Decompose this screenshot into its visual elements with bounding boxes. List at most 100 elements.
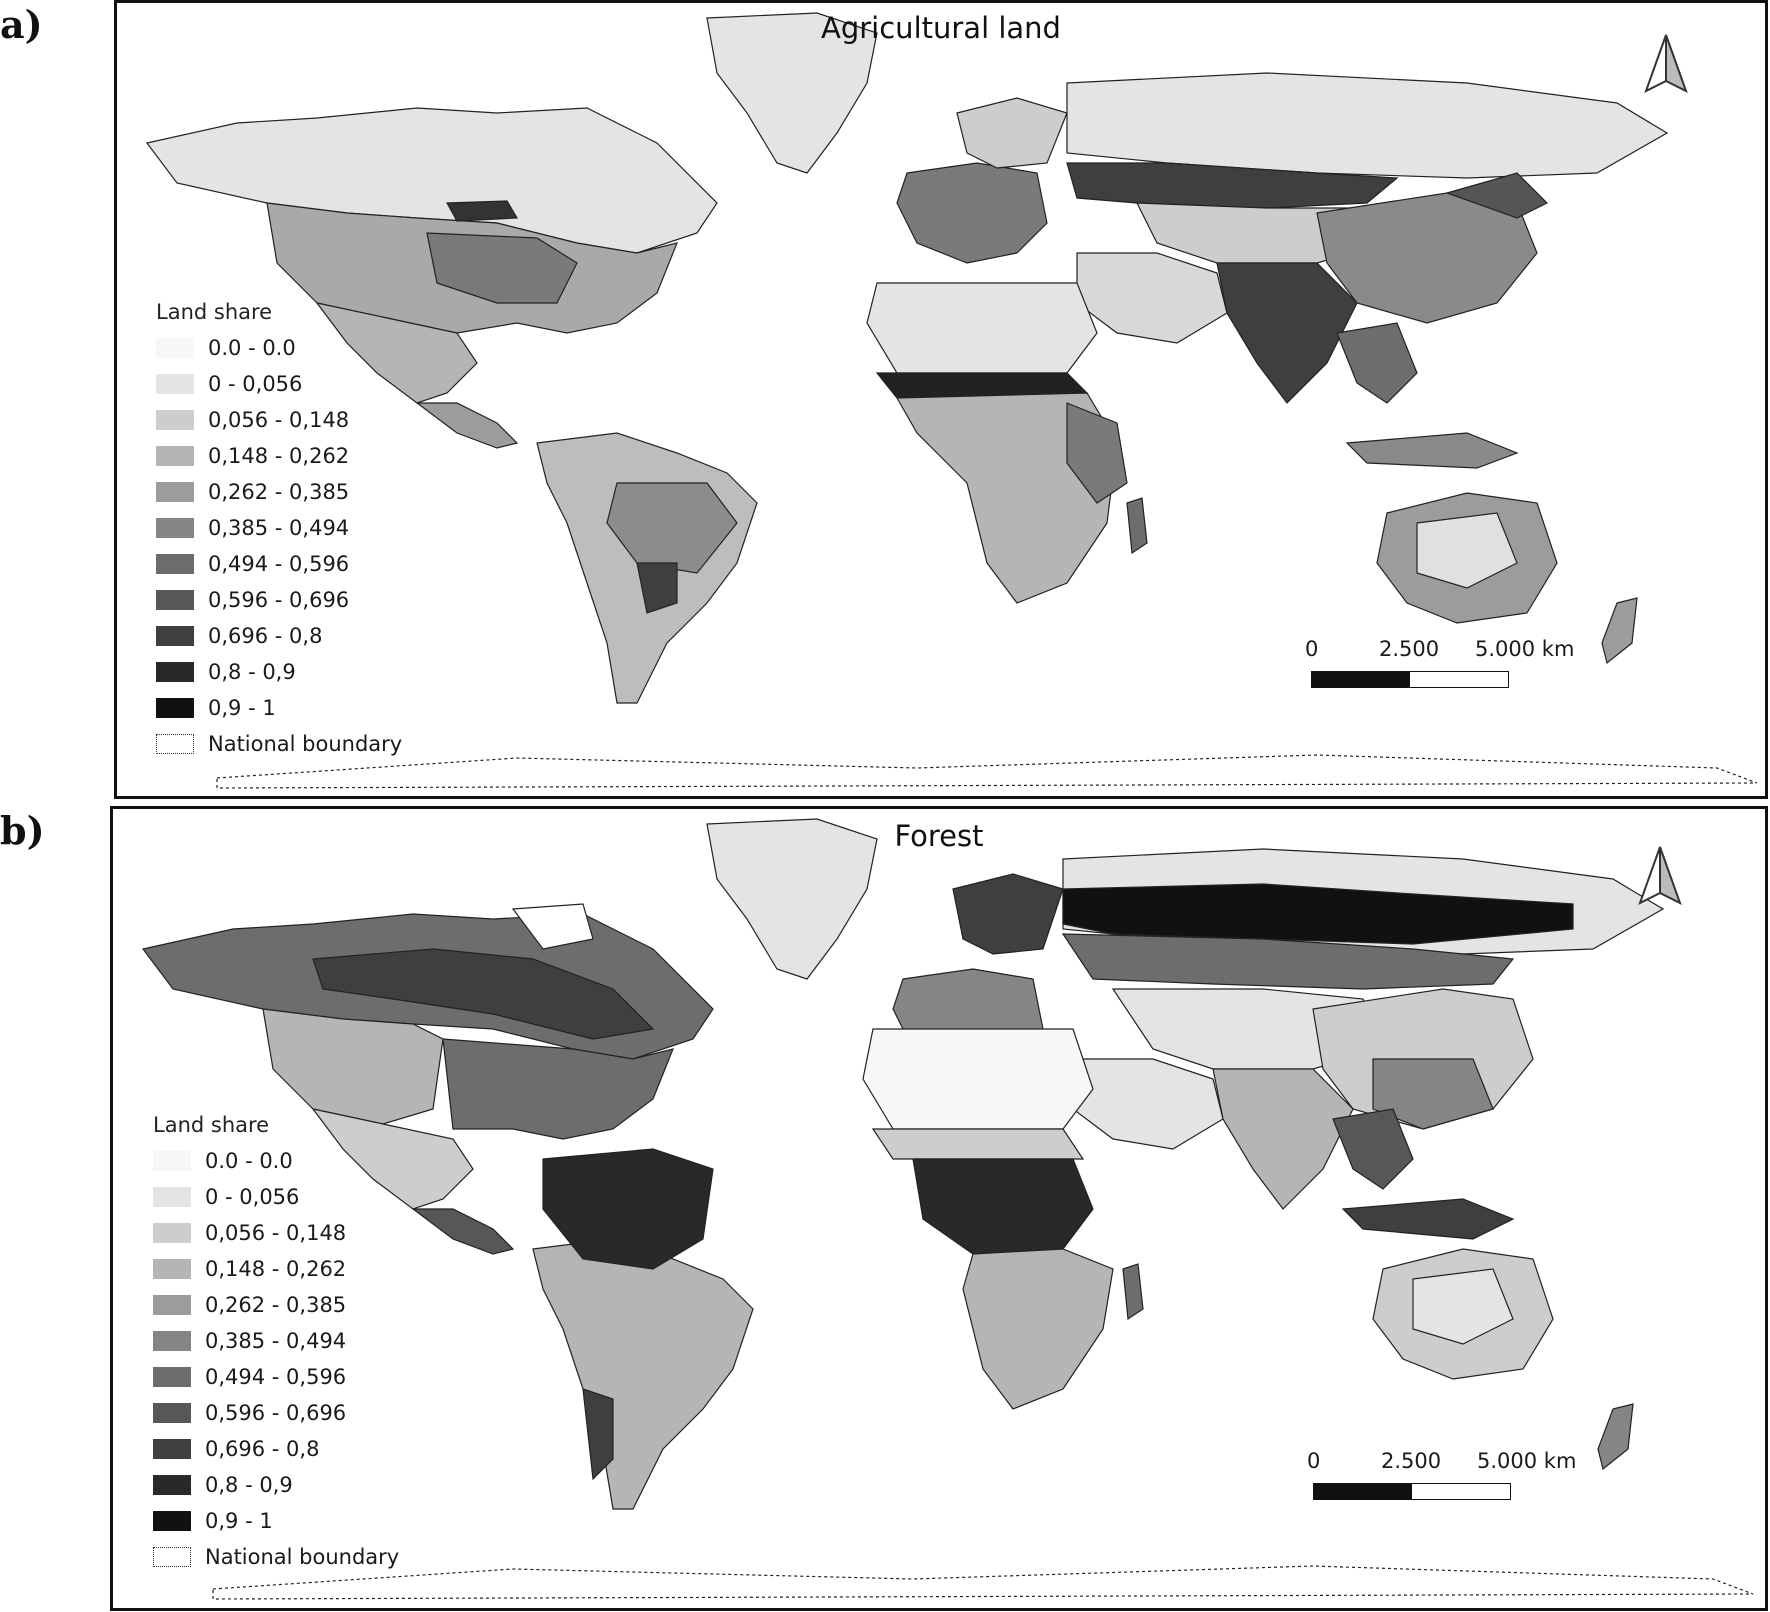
scale-bar-graphic <box>1313 1483 1511 1500</box>
legend-label: 0,696 - 0,8 <box>208 624 323 648</box>
region-india <box>1212 1068 1354 1210</box>
map-panel-forest: Forest Land share 0.0 - 0.0 0 - 0,056 0,… <box>110 806 1768 1611</box>
boundary-swatch <box>153 1547 191 1567</box>
region-scandinavia <box>952 873 1064 955</box>
legend-item: 0,8 - 0,9 <box>156 654 402 690</box>
legend-item: 0 - 0,056 <box>156 366 402 402</box>
legend: Land share 0.0 - 0.0 0 - 0,056 0,056 - 0… <box>156 300 402 762</box>
region-indonesia <box>1345 432 1519 469</box>
region-australia-interior <box>1416 512 1518 589</box>
legend-swatch <box>153 1511 191 1531</box>
legend-swatch <box>156 410 194 430</box>
scale-label-zero: 0 <box>1307 1449 1321 1473</box>
legend-swatch <box>153 1403 191 1423</box>
legend-swatch <box>156 626 194 646</box>
legend-swatch <box>156 482 194 502</box>
region-south-china <box>1372 1058 1494 1130</box>
region-indonesia <box>1341 1198 1515 1240</box>
scale-label-zero: 0 <box>1305 637 1319 661</box>
legend-label: 0,385 - 0,494 <box>208 516 350 540</box>
region-new-zealand <box>1601 597 1638 665</box>
region-antarctica <box>216 754 1758 789</box>
legend-label: 0,148 - 0,262 <box>205 1257 347 1281</box>
legend-label: National boundary <box>205 1545 400 1569</box>
scale-segment-black <box>1314 1484 1412 1499</box>
legend-swatch <box>156 446 194 466</box>
scale-label-mid: 2.500 <box>1379 637 1440 661</box>
legend-swatch <box>156 662 194 682</box>
panel-b-letter: b) <box>0 808 45 853</box>
legend-label: 0,056 - 0,148 <box>208 408 350 432</box>
region-madagascar <box>1126 497 1148 555</box>
region-us-midwest <box>426 232 578 304</box>
legend-item: 0,385 - 0,494 <box>156 510 402 546</box>
legend-swatch <box>153 1295 191 1315</box>
region-northeast-china <box>1445 172 1549 219</box>
legend-item: 0,056 - 0,148 <box>156 402 402 438</box>
region-east-africa <box>1066 402 1128 504</box>
region-middle-east <box>1072 1058 1224 1150</box>
legend-label: 0,056 - 0,148 <box>205 1221 347 1245</box>
legend-item: 0,148 - 0,262 <box>153 1251 399 1287</box>
legend-swatch <box>153 1439 191 1459</box>
legend-label: 0 - 0,056 <box>208 372 303 396</box>
north-arrow-icon <box>1644 34 1688 94</box>
region-sahara <box>862 1028 1094 1130</box>
panel-a-letter: a) <box>0 2 43 47</box>
legend-swatch <box>156 518 194 538</box>
legend-label: 0.0 - 0.0 <box>205 1149 293 1173</box>
legend-title: Land share <box>156 300 273 324</box>
legend-swatch <box>153 1259 191 1279</box>
region-sahara <box>866 282 1098 374</box>
region-australia-interior <box>1412 1268 1514 1345</box>
legend-swatch <box>153 1475 191 1495</box>
region-canada-prairie <box>445 200 519 222</box>
legend-title: Land share <box>153 1113 270 1137</box>
scale-segment-white <box>1410 672 1508 687</box>
region-south-america <box>532 1238 754 1510</box>
region-congo-basin <box>912 1158 1094 1255</box>
region-brazil-south <box>606 482 738 574</box>
world-map-agricultural <box>145 12 1758 789</box>
legend-swatch <box>156 374 194 394</box>
legend-item: 0,696 - 0,8 <box>153 1431 399 1467</box>
legend-item: 0,596 - 0,696 <box>153 1395 399 1431</box>
legend-swatch <box>153 1151 191 1171</box>
region-madagascar <box>1122 1263 1144 1321</box>
legend-label: 0,385 - 0,494 <box>205 1329 347 1353</box>
legend-swatch <box>156 698 194 718</box>
scale-segment-white <box>1412 1484 1510 1499</box>
map-panel-agricultural-land: Agricultural land Land share 0.0 - 0.0 0… <box>114 0 1768 799</box>
north-arrow-icon <box>1638 846 1682 906</box>
boundary-swatch <box>156 734 194 754</box>
legend-label: 0,9 - 1 <box>205 1509 273 1533</box>
region-mexico <box>315 302 478 404</box>
region-greenland <box>706 818 878 980</box>
region-usa-east <box>442 1038 674 1140</box>
region-scandinavia <box>956 97 1068 169</box>
legend-item: 0,8 - 0,9 <box>153 1467 399 1503</box>
scale-label-end: 5.000 km <box>1477 1449 1577 1473</box>
map-title: Agricultural land <box>821 11 1061 45</box>
region-central-america <box>415 402 519 449</box>
scale-segment-black <box>1312 672 1410 687</box>
legend-label: 0,8 - 0,9 <box>205 1473 293 1497</box>
region-russia-north <box>1066 72 1669 179</box>
legend-item-boundary: National boundary <box>153 1539 399 1575</box>
region-siberian-taiga <box>1062 883 1574 945</box>
legend-item: 0,9 - 1 <box>153 1503 399 1539</box>
legend-item: 0.0 - 0.0 <box>156 330 402 366</box>
legend: Land share 0.0 - 0.0 0 - 0,056 0,056 - 0… <box>153 1113 399 1575</box>
scale-bar: 0 2.500 5.000 km <box>1307 1449 1576 1509</box>
region-antarctica <box>212 1565 1754 1600</box>
legend-label: 0,8 - 0,9 <box>208 660 296 684</box>
scale-bar-graphic <box>1311 671 1509 688</box>
region-greenland <box>706 12 878 174</box>
legend-item-boundary: National boundary <box>156 726 402 762</box>
region-middle-east <box>1076 252 1228 344</box>
legend-swatch <box>153 1223 191 1243</box>
legend-swatch <box>153 1367 191 1387</box>
region-new-zealand <box>1597 1403 1634 1471</box>
legend-item: 0.0 - 0.0 <box>153 1143 399 1179</box>
legend-label: 0.0 - 0.0 <box>208 336 296 360</box>
